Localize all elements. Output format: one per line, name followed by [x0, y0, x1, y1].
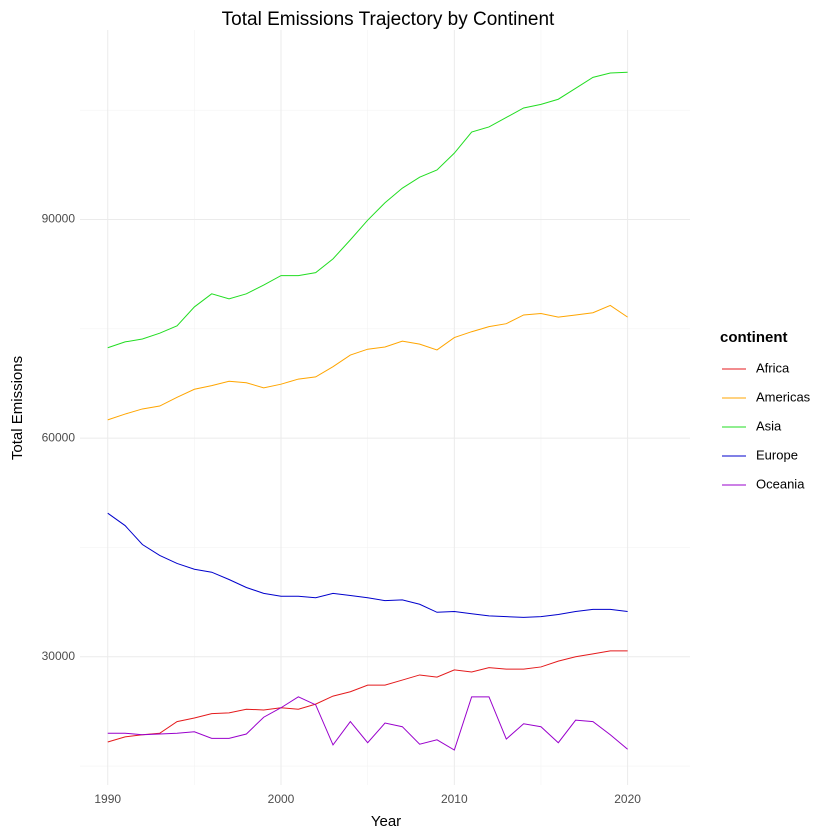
x-tick-label: 2000: [268, 792, 295, 806]
x-axis-label: Year: [371, 813, 401, 830]
legend-label: Oceania: [756, 476, 805, 491]
y-tick-label: 90000: [42, 212, 76, 226]
series-line: [107, 650, 628, 743]
legend-label: Africa: [756, 360, 790, 375]
chart-title: Total Emissions Trajectory by Continent: [222, 9, 555, 30]
x-tick-label: 2010: [441, 792, 468, 806]
y-axis-label: Total Emissions: [9, 356, 26, 460]
x-tick-label: 1990: [94, 792, 121, 806]
y-tick-label: 60000: [42, 430, 76, 444]
series-line: [107, 512, 628, 618]
legend-label: Americas: [756, 389, 811, 404]
series-line: [107, 696, 628, 751]
legend-label: Europe: [756, 447, 798, 462]
x-tick-label: 2020: [614, 792, 641, 806]
series-line: [107, 304, 628, 421]
y-tick-label: 30000: [42, 649, 76, 663]
legend-label: Asia: [756, 418, 782, 433]
legend-title: continent: [720, 329, 788, 346]
series-line: [107, 71, 628, 349]
